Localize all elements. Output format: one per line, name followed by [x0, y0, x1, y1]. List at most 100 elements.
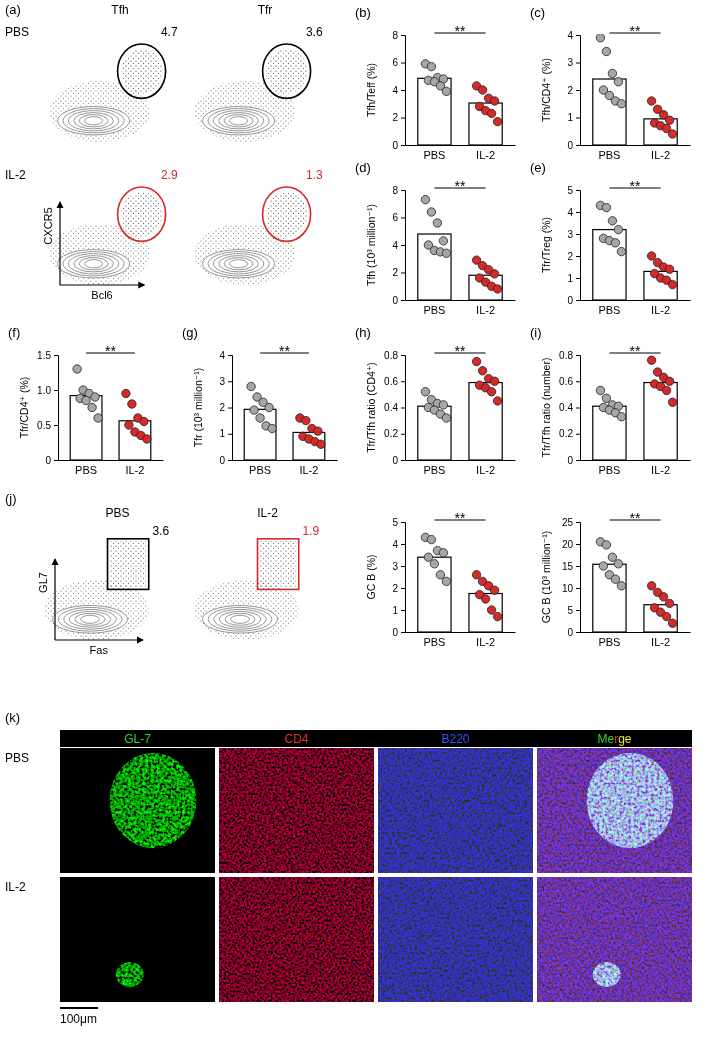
flow-contour	[208, 252, 269, 276]
label-char: g	[618, 732, 625, 746]
axis-line	[576, 36, 581, 146]
tick-label: 0.4	[384, 402, 398, 413]
flow-contour	[74, 113, 114, 129]
tick-label: 4	[219, 350, 225, 361]
stain	[116, 962, 144, 987]
data-point	[662, 386, 670, 394]
tick-label: 4	[567, 30, 573, 41]
significance: **	[630, 23, 641, 39]
axis-arrow	[60, 284, 144, 285]
data-point	[608, 553, 616, 561]
flow-contour	[208, 607, 272, 631]
tick: IL-2	[651, 460, 670, 476]
data-point	[439, 237, 447, 245]
column-label: Tfr	[258, 3, 273, 17]
significance: **	[455, 23, 466, 39]
tick: 8	[392, 30, 405, 41]
marks	[418, 357, 502, 460]
tick: PBS	[249, 460, 271, 476]
y-axis: 01234	[567, 30, 580, 151]
flow-contour	[230, 117, 248, 125]
gate	[118, 187, 166, 241]
panel-label: (e)	[530, 160, 546, 175]
gate-events	[259, 541, 297, 587]
tick: 1	[567, 112, 580, 123]
tick: 8	[392, 185, 405, 196]
tick: 4	[392, 85, 405, 96]
significance: **	[105, 343, 116, 359]
micrograph-image	[219, 877, 374, 1002]
bar	[418, 78, 451, 145]
tick-mark	[576, 63, 580, 64]
data-point	[611, 575, 619, 583]
micrograph-image	[219, 748, 374, 873]
tick-mark	[576, 588, 580, 589]
tick-label: 0.2	[384, 428, 398, 439]
flow-contour	[225, 613, 255, 625]
bar	[593, 79, 626, 145]
micrograph-image	[60, 877, 215, 1002]
y-axis-title: Tfr (10³ million⁻¹)	[192, 368, 204, 448]
axis-line	[228, 356, 233, 461]
flow-contour	[203, 606, 278, 634]
flow-contour	[79, 258, 108, 270]
panel-label: (g)	[182, 325, 198, 340]
data-point	[490, 97, 498, 105]
tick: 0.6	[384, 376, 405, 387]
data-point	[665, 599, 673, 607]
tick-label: 0	[567, 455, 573, 466]
data-point	[427, 208, 435, 216]
gate-events	[266, 192, 307, 237]
bar	[244, 409, 276, 460]
tick-label: 0	[219, 455, 225, 466]
tick-mark	[228, 408, 232, 409]
data-point	[442, 87, 450, 95]
tick-label: 0	[392, 627, 398, 638]
data-point	[439, 549, 447, 557]
bar	[70, 396, 102, 460]
tick-mark	[401, 300, 405, 301]
tick-label: 1	[567, 273, 573, 284]
data-point	[617, 412, 625, 420]
data-point	[608, 217, 616, 225]
axis-line	[406, 632, 516, 633]
data-point	[247, 382, 255, 390]
data-point	[611, 239, 619, 247]
data-point	[493, 285, 501, 293]
tick-mark	[401, 63, 405, 64]
y-axis-title: Tfr/Tfh ratio (CD4⁺)	[365, 362, 377, 453]
tick-mark	[576, 212, 580, 213]
tick-label: 6	[392, 212, 398, 223]
image-background	[60, 748, 215, 873]
flow-contour	[214, 609, 267, 629]
row-label: IL-2	[5, 880, 26, 894]
tick: 3	[392, 561, 405, 572]
data-point	[430, 560, 438, 568]
tick-mark	[401, 245, 405, 246]
row-label: IL-2	[5, 168, 26, 182]
data-point	[493, 397, 501, 405]
marks	[418, 533, 502, 632]
stain	[378, 748, 533, 873]
data-point	[433, 219, 441, 227]
data-point	[128, 400, 136, 408]
data-point	[647, 252, 655, 260]
tick-label: 0.6	[559, 376, 573, 387]
data-point	[596, 386, 604, 394]
y-axis: 01234	[219, 350, 232, 466]
data-point	[662, 612, 670, 620]
data-point	[442, 414, 450, 422]
y-axis: 012345	[392, 517, 405, 638]
tick-mark	[401, 566, 405, 567]
label-char: M	[597, 732, 607, 746]
bar	[644, 271, 677, 300]
gate	[263, 44, 311, 98]
tick-mark	[401, 522, 405, 523]
tick: IL-2	[476, 300, 495, 316]
tick-mark	[401, 460, 405, 461]
tick-label: 0	[567, 140, 573, 151]
tick-mark	[576, 408, 580, 409]
y-axis-title: CXCR5	[42, 207, 54, 244]
data-point	[143, 435, 151, 443]
data-point	[493, 612, 501, 620]
